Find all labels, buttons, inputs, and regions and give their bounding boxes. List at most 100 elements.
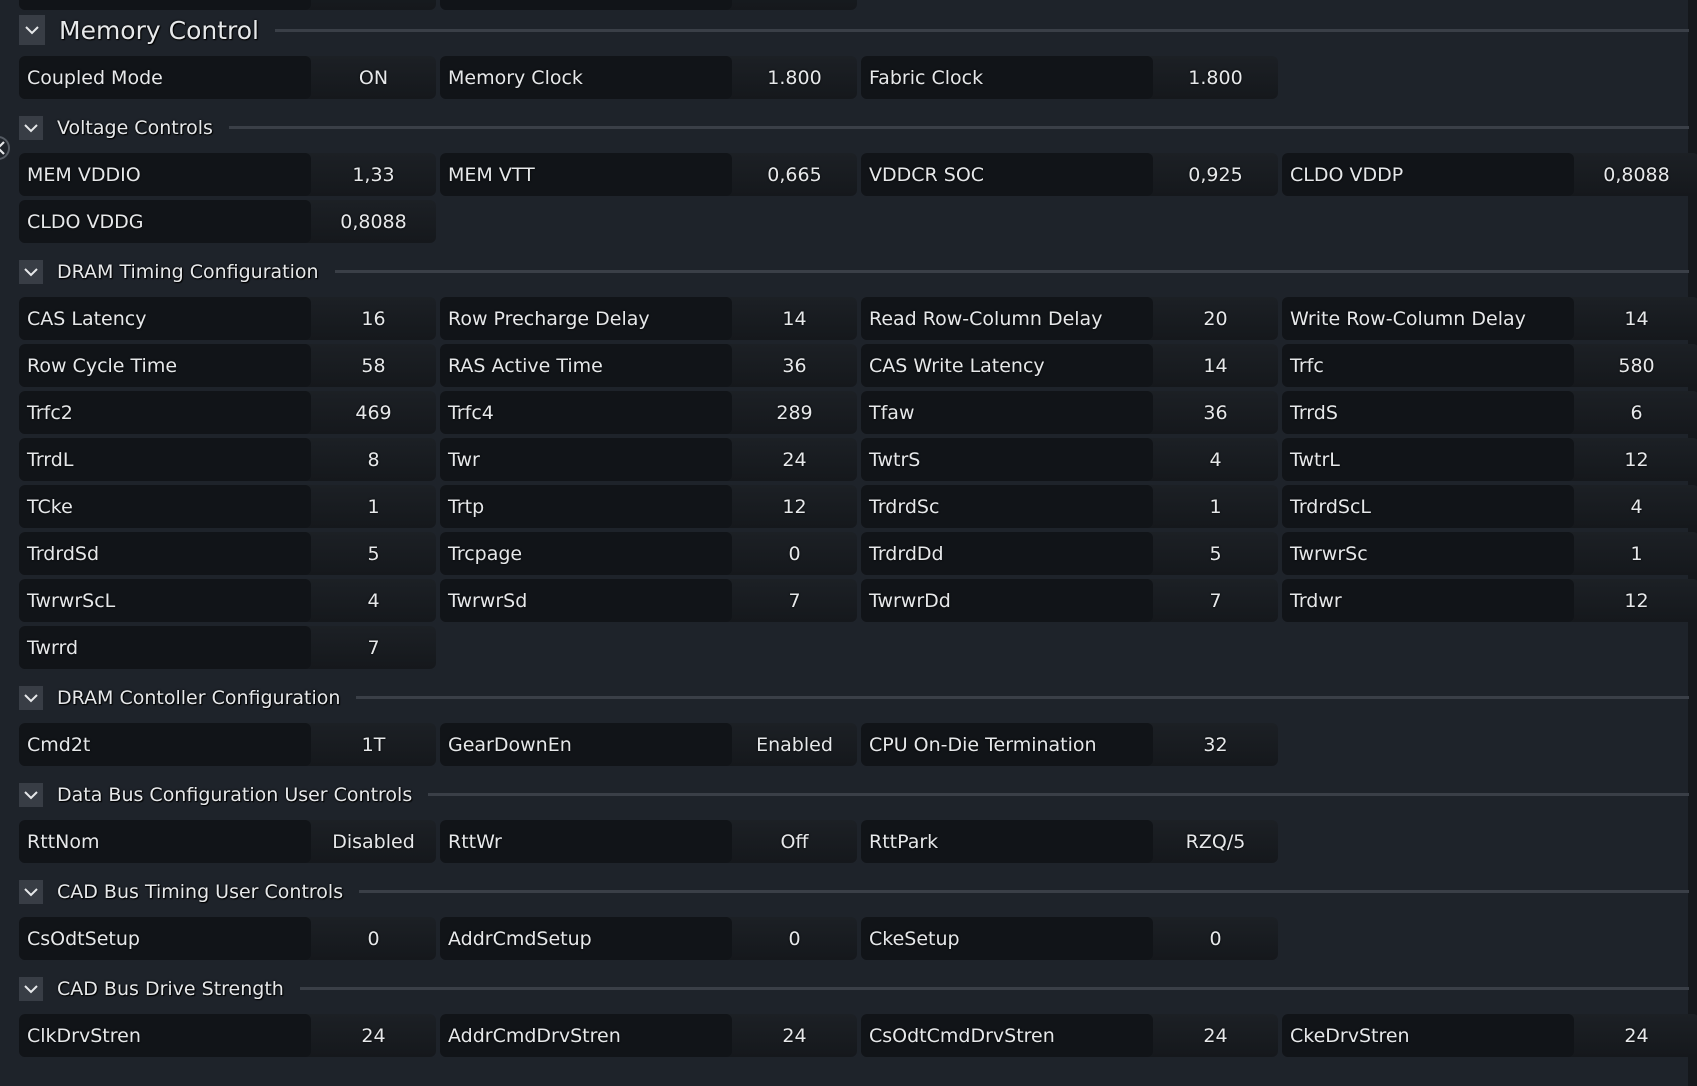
field-value[interactable]: 12 <box>782 495 807 518</box>
field-cldo-vddg: CLDO VDDG 0,8088 <box>19 200 436 243</box>
field-value[interactable]: 1,33 <box>352 163 395 186</box>
field-value[interactable]: 12 <box>1624 448 1649 471</box>
field-value[interactable]: 0 <box>367 927 380 950</box>
section-fields: MEM VDDIO 1,33 MEM VTT 0,665 VDDCR SOC 0,925 C… <box>19 153 1697 243</box>
field-value[interactable]: 1 <box>1630 542 1643 565</box>
field-value[interactable]: 469 <box>355 401 392 424</box>
field-value[interactable]: 24 <box>1624 1024 1649 1047</box>
field-value[interactable]: RZQ/5 <box>1185 830 1246 853</box>
field-label: CAS Latency <box>19 297 311 340</box>
field-value[interactable]: 6 <box>1630 401 1643 424</box>
field-value[interactable]: 36 <box>1203 401 1228 424</box>
field-label: CAS Write Latency <box>861 344 1153 387</box>
section-fields: Coupled Mode ON Memory Clock 1.800 Fabric Cl… <box>19 56 1689 99</box>
field-value[interactable]: 14 <box>782 307 807 330</box>
section-toggle-button[interactable] <box>19 879 43 904</box>
field-csodtsetup: CsOdtSetup 0 <box>19 917 436 960</box>
field-twtrl: TwtrL 12 <box>1282 438 1697 481</box>
field-twrwrsd: TwrwrSd 7 <box>440 579 857 622</box>
field-value[interactable]: 14 <box>1203 354 1228 377</box>
field-label: RttNom <box>19 820 311 863</box>
field-value[interactable]: 1.800 <box>767 66 822 89</box>
field-value[interactable]: 24 <box>1203 1024 1228 1047</box>
divider <box>334 270 1689 273</box>
section-header-cad-bus-timing-user-controls: CAD Bus Timing User Controls <box>19 868 1689 915</box>
field-label: AddrCmdDrvStren <box>440 1014 732 1057</box>
field-value[interactable]: 1.800 <box>1188 66 1243 89</box>
divider <box>356 696 1689 699</box>
field-twr: Twr 24 <box>440 438 857 481</box>
field-value[interactable]: 16 <box>361 307 386 330</box>
field-value[interactable]: 0 <box>1209 927 1222 950</box>
field-value[interactable]: 1 <box>367 495 380 518</box>
field-value[interactable]: 36 <box>782 354 807 377</box>
field-value[interactable]: 8 <box>367 448 380 471</box>
field-value[interactable]: 0 <box>788 542 801 565</box>
field-label: TwrwrDd <box>861 579 1153 622</box>
field-twrwrdd: TwrwrDd 7 <box>861 579 1278 622</box>
field-value[interactable]: 0,8088 <box>1603 163 1670 186</box>
field-ckesetup: CkeSetup 0 <box>861 917 1278 960</box>
field-label: Row Cycle Time <box>19 344 311 387</box>
field-value[interactable]: 1T <box>361 733 386 756</box>
field-fabric-clock: Fabric Clock 1.800 <box>861 56 1278 99</box>
section-toggle-button[interactable] <box>19 976 43 1001</box>
field-value[interactable]: Off <box>780 830 809 853</box>
field-value[interactable]: 580 <box>1618 354 1655 377</box>
field-value[interactable]: 5 <box>1209 542 1222 565</box>
field-value[interactable]: 20 <box>1203 307 1228 330</box>
collapse-sidebar-button[interactable] <box>0 136 10 160</box>
field-value[interactable]: Enabled <box>756 733 833 756</box>
field-value[interactable]: 14 <box>1624 307 1649 330</box>
section-toggle-button[interactable] <box>19 685 43 710</box>
field-addrcmdsetup: AddrCmdSetup 0 <box>440 917 857 960</box>
field-value[interactable]: 24 <box>782 448 807 471</box>
field-value[interactable]: 7 <box>1209 589 1222 612</box>
field-value[interactable]: 7 <box>788 589 801 612</box>
field-rttwr: RttWr Off <box>440 820 857 863</box>
field-value[interactable]: 58 <box>361 354 386 377</box>
field-value[interactable]: 24 <box>361 1024 386 1047</box>
field-value[interactable]: 289 <box>776 401 813 424</box>
field-trdrdscl: TrdrdScL 4 <box>1282 485 1697 528</box>
field-twrrd: Twrrd 7 <box>19 626 436 669</box>
field-tfaw: Tfaw 36 <box>861 391 1278 434</box>
chevron-down-icon <box>24 123 38 132</box>
section-toggle-button[interactable] <box>19 15 45 45</box>
field-value[interactable]: 4 <box>1209 448 1222 471</box>
field-value[interactable]: 32 <box>1203 733 1228 756</box>
section-toggle-button[interactable] <box>19 115 43 140</box>
field-label: Twrrd <box>19 626 311 669</box>
field-cas-latency: CAS Latency 16 <box>19 297 436 340</box>
field-label: CLDO VDDG <box>19 200 311 243</box>
field-value[interactable]: 12 <box>1624 589 1649 612</box>
section-toggle-button[interactable] <box>19 259 43 284</box>
field-value[interactable]: ON <box>358 66 389 89</box>
field-value[interactable]: 0,925 <box>1188 163 1243 186</box>
field-value[interactable]: 4 <box>367 589 380 612</box>
divider <box>228 126 1689 129</box>
section-title: Voltage Controls <box>57 116 213 139</box>
section-header-memory-control: Memory Control <box>19 6 1689 54</box>
field-label: VDDCR SOC <box>861 153 1153 196</box>
field-label: TwrwrSd <box>440 579 732 622</box>
field-label: RAS Active Time <box>440 344 732 387</box>
field-value[interactable]: 5 <box>367 542 380 565</box>
field-row-precharge-delay: Row Precharge Delay 14 <box>440 297 857 340</box>
field-value[interactable]: 0,8088 <box>340 210 407 233</box>
field-value[interactable]: 24 <box>782 1024 807 1047</box>
field-cmd2t: Cmd2t 1T <box>19 723 436 766</box>
section-title: CAD Bus Drive Strength <box>57 977 284 1000</box>
field-rttnom: RttNom Disabled <box>19 820 436 863</box>
field-value[interactable]: 7 <box>367 636 380 659</box>
field-label: RttWr <box>440 820 732 863</box>
field-value[interactable]: Disabled <box>332 830 415 853</box>
section-title: Memory Control <box>59 15 259 45</box>
section-toggle-button[interactable] <box>19 782 43 807</box>
field-label: Memory Clock <box>440 56 732 99</box>
field-value[interactable]: 4 <box>1630 495 1643 518</box>
divider <box>275 28 1689 32</box>
field-value[interactable]: 1 <box>1209 495 1222 518</box>
field-value[interactable]: 0 <box>788 927 801 950</box>
field-value[interactable]: 0,665 <box>767 163 822 186</box>
